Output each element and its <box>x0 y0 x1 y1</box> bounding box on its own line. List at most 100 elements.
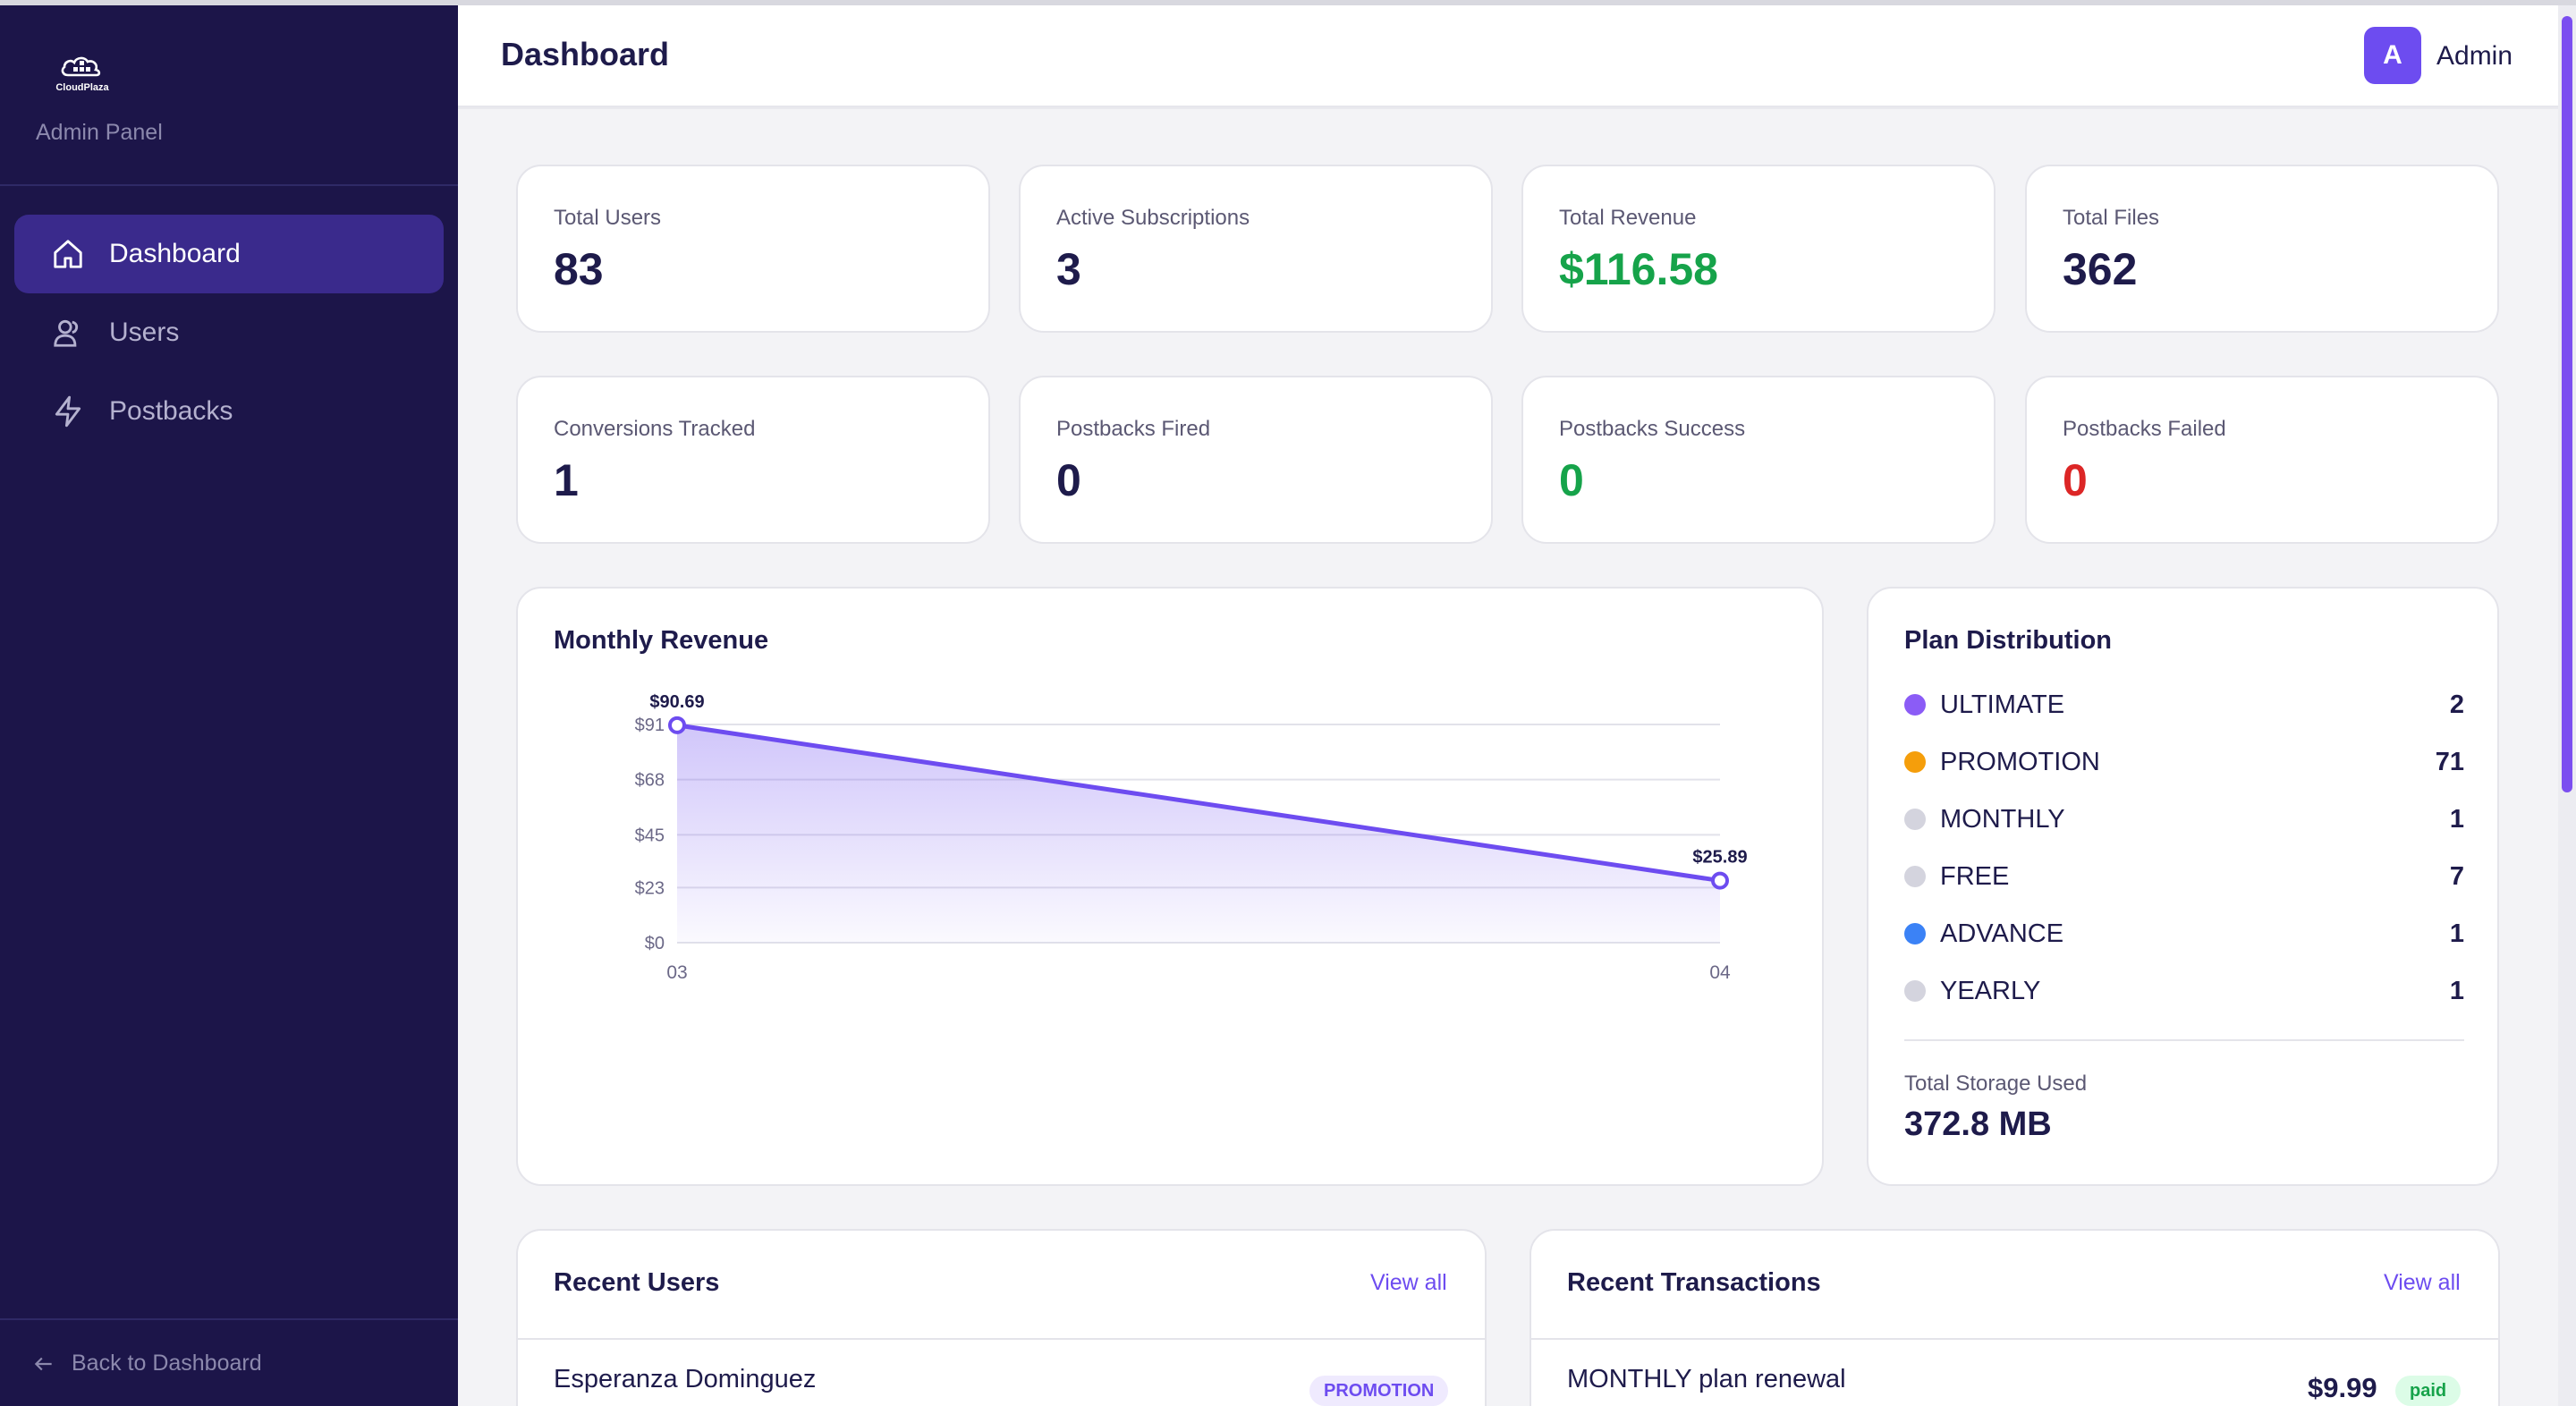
monthly-revenue-card: Monthly Revenue $91 $68 $45 $23 $0 $90.69 $25.… <box>516 587 1824 1186</box>
stat-card-total-files: Total Files 362 <box>2025 165 2499 333</box>
data-label: $25.89 <box>1692 848 1747 868</box>
card-title: Recent Users <box>554 1268 720 1297</box>
plan-divider <box>1904 1039 2464 1041</box>
scrollbar-thumb[interactable] <box>2562 16 2572 792</box>
y-tick-label: $68 <box>635 771 665 791</box>
storage-value: 372.8 MB <box>1904 1105 2052 1143</box>
stat-card-postbacks-failed: Postbacks Failed 0 <box>2025 376 2499 544</box>
stat-value: 83 <box>554 244 604 294</box>
stat-label: Postbacks Failed <box>2063 417 2226 441</box>
y-tick-label: $91 <box>635 716 665 735</box>
stat-value: 362 <box>2063 244 2138 294</box>
revenue-point <box>1711 871 1729 890</box>
back-to-dashboard-link[interactable]: Back to Dashboard <box>32 1351 262 1376</box>
revenue-line <box>676 723 1721 884</box>
arrow-left-icon <box>34 1357 52 1370</box>
stat-card-conversions-tracked: Conversions Tracked 1 <box>516 376 990 544</box>
sidebar-item-label: Postbacks <box>109 396 233 426</box>
list-divider <box>1531 1338 2498 1340</box>
sidebar-item-users[interactable]: Users <box>14 293 444 372</box>
sidebar-divider <box>0 184 458 186</box>
view-all-users-link[interactable]: View all <box>1370 1270 1447 1295</box>
panel-subtitle: Admin Panel <box>36 120 163 145</box>
plan-row-yearly: YEARLY 1 <box>1904 973 2464 1009</box>
plan-count: 2 <box>2449 690 2464 719</box>
stat-card-active-subscriptions: Active Subscriptions 3 <box>1019 165 1493 333</box>
plan-row-ultimate: ULTIMATE 2 <box>1904 687 2464 723</box>
stat-label: Postbacks Success <box>1559 417 1746 441</box>
y-tick-label: $0 <box>645 934 665 953</box>
users-icon <box>50 315 86 351</box>
plan-count: 1 <box>2449 976 2464 1005</box>
home-icon <box>50 236 86 272</box>
plan-badge: PROMOTION <box>1309 1376 1449 1406</box>
stat-card-total-revenue: Total Revenue $116.58 <box>1521 165 1996 333</box>
plan-dot <box>1904 923 1926 944</box>
sidebar: CloudPlaza Admin Panel Dashboard Users P… <box>0 5 458 1406</box>
stat-label: Conversions Tracked <box>554 417 756 441</box>
plan-count: 71 <box>2435 747 2464 776</box>
plan-name: ULTIMATE <box>1940 690 2065 719</box>
user-row-name[interactable]: Esperanza Dominguez <box>554 1365 817 1393</box>
brand-logo[interactable]: CloudPlaza <box>47 48 118 98</box>
plan-name: YEARLY <box>1940 976 2041 1005</box>
card-title: Monthly Revenue <box>554 626 769 655</box>
storage-label: Total Storage Used <box>1904 1071 2088 1096</box>
plan-count: 1 <box>2449 804 2464 834</box>
plan-count: 1 <box>2449 919 2464 948</box>
plan-row-free: FREE 7 <box>1904 859 2464 894</box>
sidebar-item-dashboard[interactable]: Dashboard <box>14 215 444 293</box>
plan-row-promotion: PROMOTION 71 <box>1904 744 2464 780</box>
stat-card-postbacks-success: Postbacks Success 0 <box>1521 376 1996 544</box>
card-title: Recent Transactions <box>1567 1268 1821 1297</box>
brand-logo-text: CloudPlaza <box>55 82 109 93</box>
plan-dot <box>1904 694 1926 716</box>
status-badge: paid <box>2395 1376 2462 1406</box>
main-content: Total Users 83 Active Subscriptions 3 To… <box>458 109 2558 1406</box>
plan-name: PROMOTION <box>1940 747 2100 776</box>
bolt-icon <box>50 394 86 429</box>
y-tick-label: $45 <box>635 826 665 845</box>
plan-distribution-card: Plan Distribution ULTIMATE 2 PROMOTION 71 MO… <box>1867 587 2499 1186</box>
stat-label: Total Files <box>2063 206 2160 230</box>
plan-dot <box>1904 866 1926 887</box>
plan-dot <box>1904 980 1926 1002</box>
sidebar-item-label: Dashboard <box>109 239 241 268</box>
stat-card-total-users: Total Users 83 <box>516 165 990 333</box>
recent-users-card: Recent Users View all Esperanza Domingue… <box>516 1229 1487 1406</box>
sidebar-item-label: Users <box>109 318 180 347</box>
stat-label: Postbacks Fired <box>1056 417 1211 441</box>
y-tick-label: $23 <box>635 878 665 898</box>
x-tick-label: 03 <box>666 962 687 983</box>
plan-dot <box>1904 809 1926 830</box>
data-label: $90.69 <box>649 692 704 712</box>
transaction-row-title[interactable]: MONTHLY plan renewal <box>1567 1365 1846 1393</box>
stat-value: $116.58 <box>1559 244 1718 294</box>
recent-transactions-card: Recent Transactions View all MONTHLY pla… <box>1530 1229 2500 1406</box>
user-name[interactable]: Admin <box>2436 41 2513 71</box>
card-title: Plan Distribution <box>1904 626 2112 655</box>
sidebar-footer-divider <box>0 1318 458 1320</box>
stat-value: 0 <box>1559 455 1584 505</box>
back-label: Back to Dashboard <box>72 1351 262 1376</box>
plan-count: 7 <box>2449 861 2464 891</box>
stat-label: Total Revenue <box>1559 206 1697 230</box>
view-all-transactions-link[interactable]: View all <box>2384 1270 2461 1295</box>
stat-card-postbacks-fired: Postbacks Fired 0 <box>1019 376 1493 544</box>
stat-value: 0 <box>2063 455 2088 505</box>
avatar[interactable]: A <box>2364 27 2421 84</box>
transaction-amount: $9.99 <box>2308 1372 2377 1403</box>
top-header: Dashboard A Admin <box>458 5 2558 107</box>
sidebar-item-postbacks[interactable]: Postbacks <box>14 372 444 451</box>
revenue-area <box>677 724 1720 943</box>
stat-label: Active Subscriptions <box>1056 206 1250 230</box>
stat-value: 1 <box>554 455 579 505</box>
page-title: Dashboard <box>501 36 670 72</box>
stat-label: Total Users <box>554 206 662 230</box>
stat-value: 0 <box>1056 455 1081 505</box>
plan-name: ADVANCE <box>1940 919 2064 948</box>
stat-value: 3 <box>1056 244 1081 294</box>
revenue-point <box>668 716 686 734</box>
plan-name: FREE <box>1940 861 2010 891</box>
x-tick-label: 04 <box>1709 962 1731 983</box>
